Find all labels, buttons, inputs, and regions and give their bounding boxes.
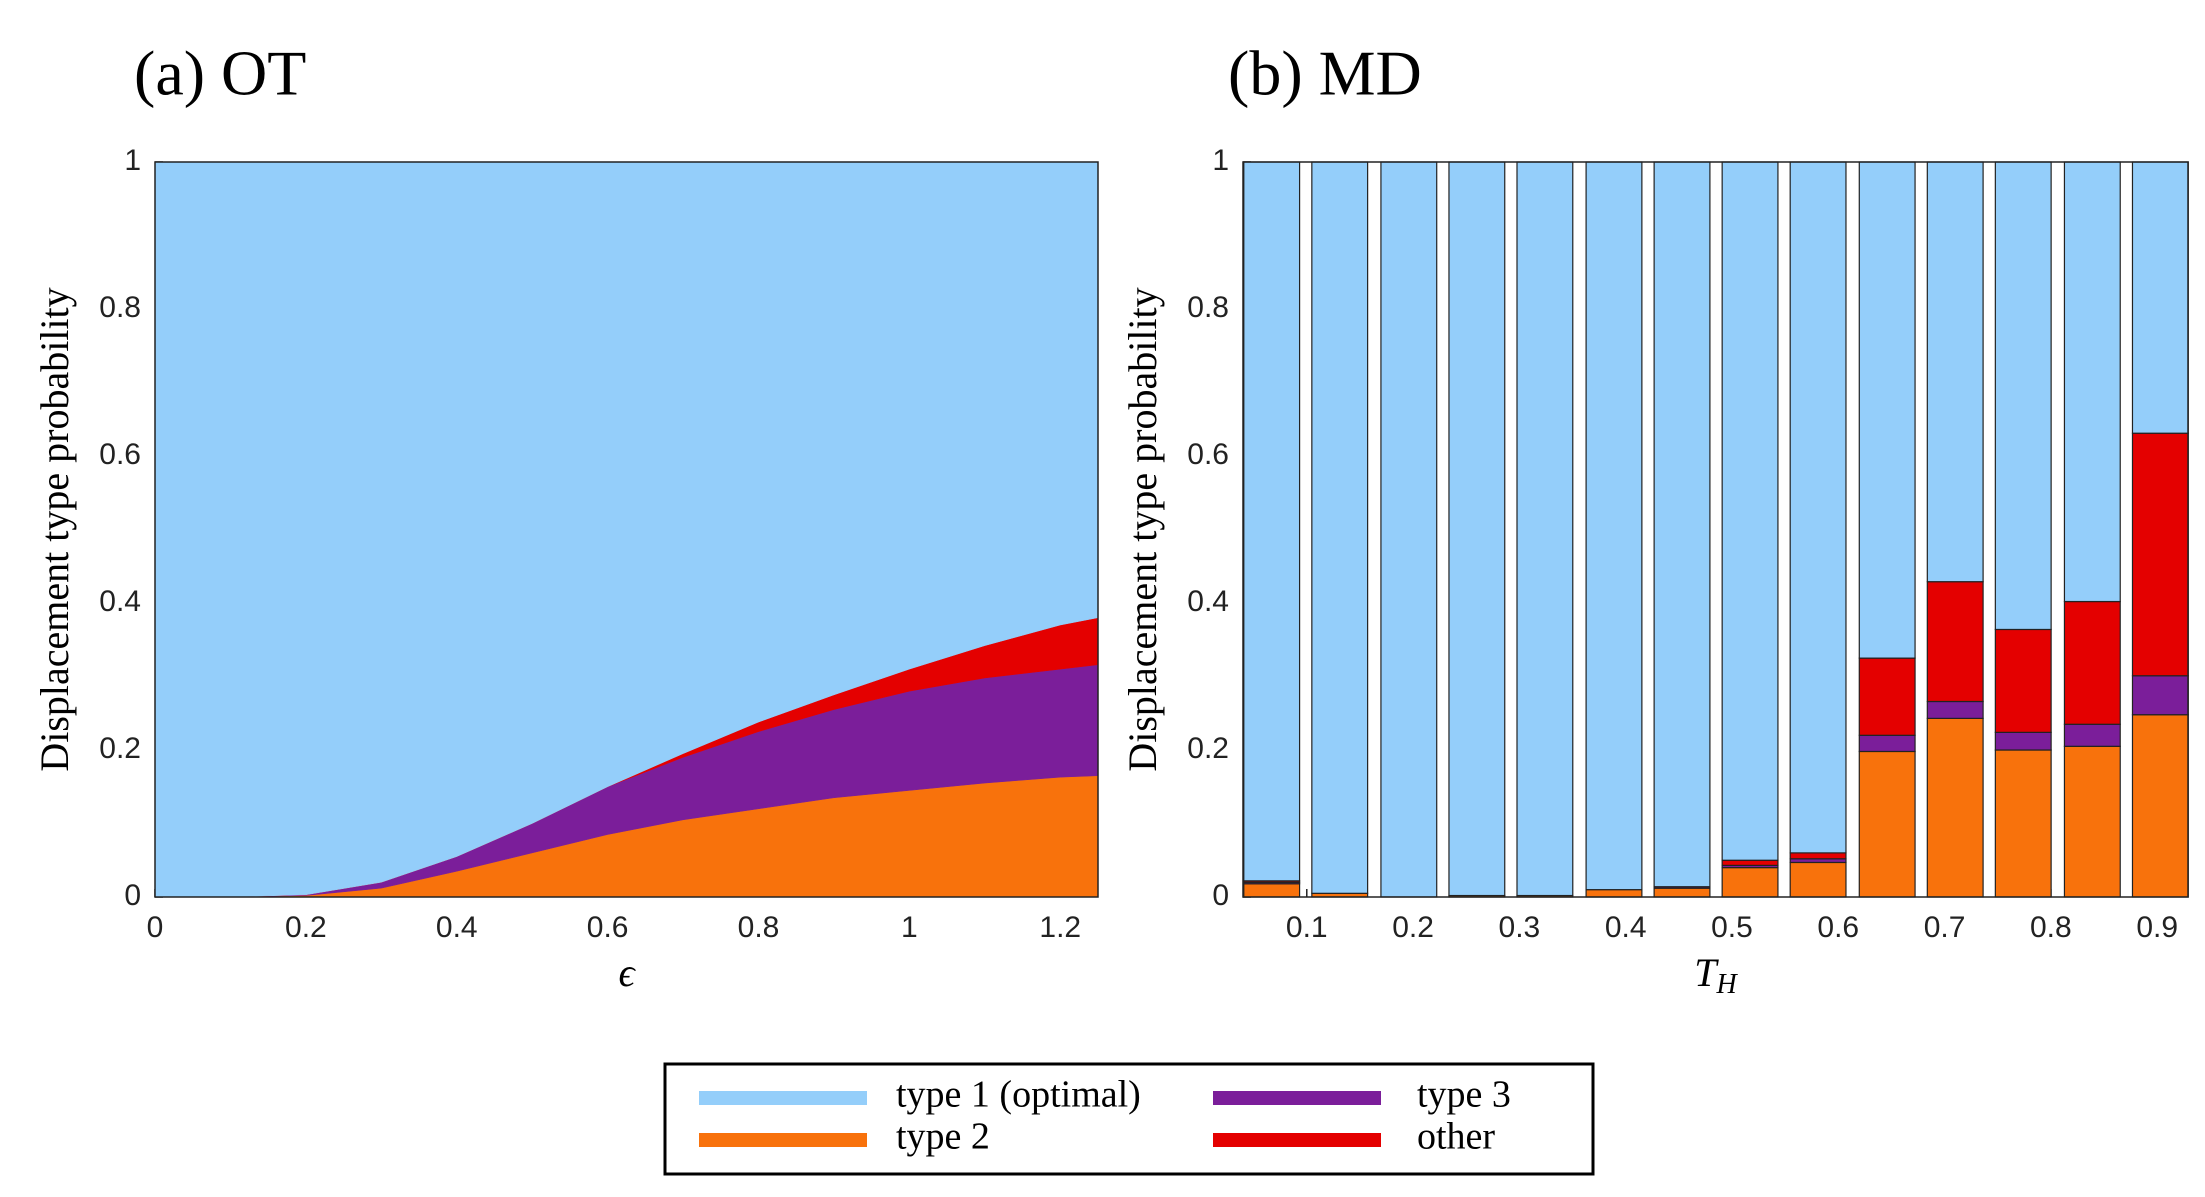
- y-tick-label: 0.6: [1187, 438, 1229, 471]
- bar-segment: other: [1858, 657, 1916, 736]
- bar-segment: type 1 (optimal): [1858, 161, 1916, 659]
- x-axis-label: ϵ: [618, 950, 636, 995]
- bar-segment: other: [1789, 852, 1847, 860]
- x-tick-label: 0.2: [285, 911, 327, 944]
- x-tick-label: 0.5: [1711, 911, 1753, 944]
- bar-segment: type 1 (optimal): [2131, 161, 2189, 434]
- bar-segment: type 1 (optimal): [1994, 161, 2052, 631]
- y-tick-label: 0.2: [99, 732, 141, 765]
- y-axis-label: Displacement type probability: [1120, 287, 1165, 771]
- bar-segment: type 1 (optimal): [1516, 161, 1574, 897]
- y-tick-label: 0: [124, 879, 141, 912]
- bar-segment: other: [2063, 600, 2121, 725]
- bar-segment: other: [1926, 581, 1984, 703]
- legend-label: type 2: [896, 1116, 990, 1158]
- bar-segment: type 3: [1926, 700, 1984, 719]
- x-tick-label: 1: [901, 911, 918, 944]
- bar-segment: type 2: [1926, 717, 1984, 898]
- y-tick-label: 0.4: [99, 585, 141, 618]
- legend-label: type 3: [1417, 1074, 1511, 1116]
- bar-segment: type 1 (optimal): [2063, 161, 2121, 603]
- y-tick-label: 1: [124, 144, 141, 177]
- plot-frame: [154, 161, 1099, 898]
- bar-segment: type 1 (optimal): [1926, 161, 1984, 583]
- bar-segment: other: [1994, 628, 2052, 733]
- bar-segment: type 2: [1653, 887, 1711, 898]
- bar-segment: type 1 (optimal): [1721, 161, 1779, 861]
- x-tick-label: 0.8: [2030, 911, 2072, 944]
- x-axis-label: TH: [1694, 950, 1738, 1000]
- y-tick-label: 0.2: [1187, 732, 1229, 765]
- y-tick-label: 0.6: [99, 438, 141, 471]
- x-tick-label: 0: [147, 911, 164, 944]
- x-tick-label: 1.2: [1039, 911, 1081, 944]
- bar-segment: type 2: [1721, 866, 1779, 898]
- x-tick-label: 0.9: [2136, 911, 2178, 944]
- x-tick-label: 0.2: [1392, 911, 1434, 944]
- bar-segment: type 2: [1585, 889, 1643, 898]
- bar-segment: type 2: [2063, 745, 2121, 898]
- bar-segment: type 3: [2063, 723, 2121, 747]
- y-axis-label: Displacement type probability: [32, 287, 77, 771]
- bar-segment: other: [2131, 432, 2189, 677]
- bar-segment: other: [1721, 859, 1779, 866]
- bar-segment: type 2: [1858, 750, 1916, 898]
- bar-segment: type 2: [1789, 861, 1847, 898]
- legend-label: type 1 (optimal): [896, 1074, 1141, 1116]
- x-tick-label: 0.6: [587, 911, 629, 944]
- x-tick-label: 0.4: [436, 911, 478, 944]
- bar-segment: type 1 (optimal): [1789, 161, 1847, 854]
- plot-frame: [1242, 161, 2189, 898]
- chart-title: (a) OT: [134, 38, 306, 109]
- x-tick-label: 0.4: [1605, 911, 1647, 944]
- y-tick-label: 1: [1212, 144, 1229, 177]
- bar-segment: type 3: [1858, 734, 1916, 753]
- bar-segment: type 2: [2131, 714, 2189, 898]
- y-tick-label: 0: [1212, 879, 1229, 912]
- x-tick-label: 0.6: [1817, 911, 1859, 944]
- bar-segment: type 1 (optimal): [1448, 161, 1506, 897]
- chart-title: (b) MD: [1228, 38, 1422, 109]
- y-tick-label: 0.8: [1187, 291, 1229, 324]
- bar-segment: type 1 (optimal): [1243, 161, 1301, 882]
- x-tick-label: 0.7: [1924, 911, 1966, 944]
- bar-segment: type 2: [1243, 883, 1301, 898]
- y-tick-label: 0.8: [99, 291, 141, 324]
- x-tick-label: 0.1: [1286, 911, 1328, 944]
- x-tick-label: 0.8: [738, 911, 780, 944]
- bar-segment: type 3: [2131, 675, 2189, 716]
- bar-segment: type 1 (optimal): [1585, 161, 1643, 891]
- bar-segment: type 2: [1994, 749, 2052, 898]
- x-tick-label: 0.3: [1499, 911, 1541, 944]
- legend-label: other: [1417, 1116, 1495, 1158]
- bar-segment: type 3: [1994, 731, 2052, 751]
- legend-box: [663, 1062, 1595, 1176]
- bar-segment: type 1 (optimal): [1380, 161, 1438, 898]
- bar-segment: type 1 (optimal): [1311, 161, 1369, 894]
- bar-segment: type 1 (optimal): [1653, 161, 1711, 888]
- y-tick-label: 0.4: [1187, 585, 1229, 618]
